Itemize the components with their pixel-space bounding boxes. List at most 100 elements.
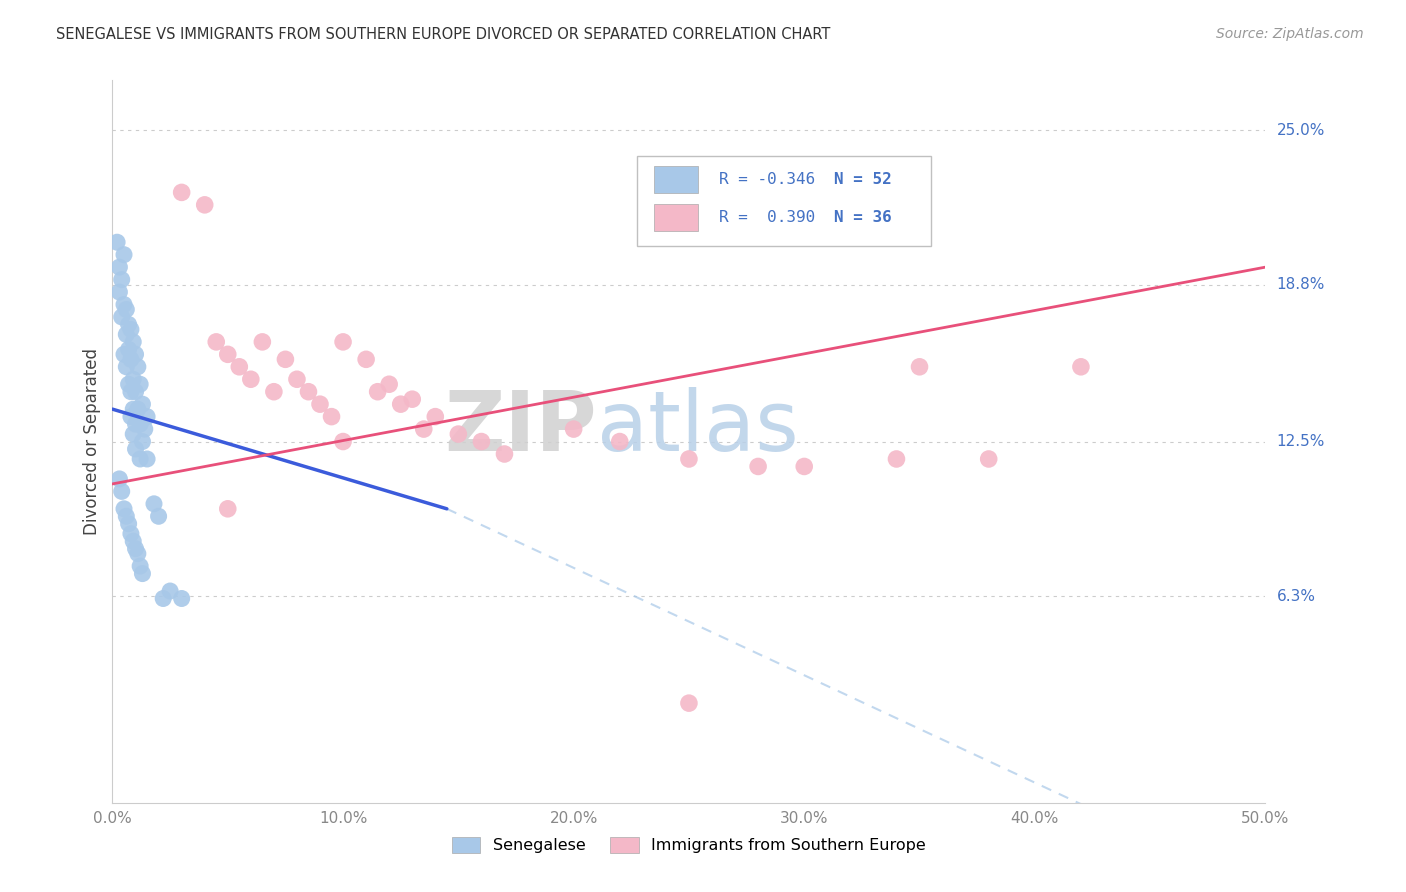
Text: N = 36: N = 36 xyxy=(834,210,891,225)
Point xyxy=(108,472,131,486)
Point xyxy=(117,377,139,392)
Point xyxy=(124,417,146,431)
Point xyxy=(127,359,149,374)
Text: R =  0.390: R = 0.390 xyxy=(718,210,815,225)
Point xyxy=(143,497,166,511)
Point xyxy=(354,352,377,367)
Point xyxy=(129,559,152,574)
Point xyxy=(105,235,128,250)
Point xyxy=(217,501,239,516)
Point xyxy=(228,359,250,374)
Point xyxy=(309,397,332,411)
Point xyxy=(122,427,145,442)
Y-axis label: Divorced or Separated: Divorced or Separated xyxy=(83,348,101,535)
Point xyxy=(129,452,152,467)
Point xyxy=(747,459,769,474)
Point xyxy=(124,347,146,361)
Point xyxy=(793,459,815,474)
Point xyxy=(401,392,423,407)
Point xyxy=(129,377,152,392)
Point xyxy=(112,297,135,311)
Point xyxy=(127,547,149,561)
Text: 12.5%: 12.5% xyxy=(1277,434,1324,449)
Point xyxy=(124,384,146,399)
Point xyxy=(122,372,145,386)
Point xyxy=(425,409,447,424)
Point xyxy=(148,509,170,524)
Point xyxy=(120,322,142,336)
Point xyxy=(159,584,181,599)
Point xyxy=(120,352,142,367)
Point xyxy=(115,302,138,317)
Point xyxy=(378,377,401,392)
Text: 6.3%: 6.3% xyxy=(1277,589,1316,604)
Point xyxy=(117,516,139,531)
Text: SENEGALESE VS IMMIGRANTS FROM SOUTHERN EUROPE DIVORCED OR SEPARATED CORRELATION : SENEGALESE VS IMMIGRANTS FROM SOUTHERN E… xyxy=(56,27,831,42)
Point xyxy=(111,272,134,286)
Point xyxy=(332,334,354,349)
Point xyxy=(120,526,142,541)
Point xyxy=(152,591,174,606)
Point xyxy=(112,501,135,516)
Point xyxy=(263,384,285,399)
Point xyxy=(108,285,131,299)
Point xyxy=(136,409,159,424)
Point xyxy=(127,402,149,417)
Point xyxy=(170,186,193,200)
Point xyxy=(297,384,319,399)
Point xyxy=(112,347,135,361)
Point xyxy=(117,343,139,357)
Point xyxy=(389,397,412,411)
Point xyxy=(285,372,308,386)
Point xyxy=(977,452,1000,467)
Legend: Senegalese, Immigrants from Southern Europe: Senegalese, Immigrants from Southern Eur… xyxy=(446,830,932,860)
Point xyxy=(131,397,153,411)
Point xyxy=(112,248,135,262)
Point xyxy=(108,260,131,274)
Point xyxy=(412,422,434,436)
Point xyxy=(131,434,153,449)
FancyBboxPatch shape xyxy=(654,204,699,231)
Point xyxy=(886,452,908,467)
Point xyxy=(609,434,631,449)
Text: N = 52: N = 52 xyxy=(834,172,891,186)
Text: 25.0%: 25.0% xyxy=(1277,122,1324,137)
Point xyxy=(194,198,217,212)
Point xyxy=(129,417,152,431)
Point xyxy=(111,310,134,324)
FancyBboxPatch shape xyxy=(637,156,931,246)
Point xyxy=(562,422,585,436)
Point xyxy=(332,434,354,449)
Point xyxy=(115,509,138,524)
Text: R = -0.346: R = -0.346 xyxy=(718,172,815,186)
Point xyxy=(217,347,239,361)
Point xyxy=(120,384,142,399)
Point xyxy=(170,591,193,606)
Text: ZIP: ZIP xyxy=(444,386,596,467)
Point xyxy=(122,534,145,549)
Point xyxy=(124,541,146,556)
Point xyxy=(205,334,228,349)
Point xyxy=(252,334,274,349)
Point xyxy=(678,696,700,710)
Point xyxy=(134,422,156,436)
Point xyxy=(120,409,142,424)
Text: 18.8%: 18.8% xyxy=(1277,277,1324,292)
Point xyxy=(131,566,153,581)
Point xyxy=(908,359,931,374)
Point xyxy=(124,442,146,456)
Point xyxy=(122,402,145,417)
Point xyxy=(136,452,159,467)
Point xyxy=(494,447,516,461)
Point xyxy=(1070,359,1092,374)
Text: Source: ZipAtlas.com: Source: ZipAtlas.com xyxy=(1216,27,1364,41)
Point xyxy=(678,452,700,467)
Point xyxy=(117,318,139,332)
Point xyxy=(321,409,343,424)
Point xyxy=(447,427,470,442)
Point xyxy=(367,384,389,399)
Point xyxy=(111,484,134,499)
FancyBboxPatch shape xyxy=(654,166,699,193)
Point xyxy=(122,334,145,349)
Point xyxy=(115,327,138,342)
